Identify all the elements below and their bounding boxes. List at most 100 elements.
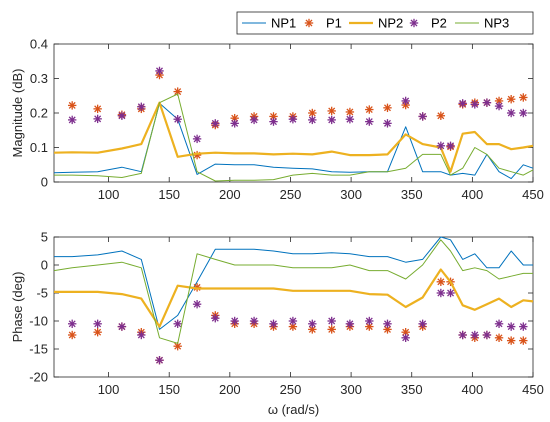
- phase-series-p2-point: [230, 316, 239, 326]
- magnitude-ytick-label: 0.1: [30, 140, 48, 155]
- magnitude-series-p2-point: [67, 115, 77, 125]
- magnitude-series-p2-point: [446, 141, 455, 150]
- magnitude-xtick-label: 300: [340, 187, 362, 202]
- magnitude-series-p2-point: [308, 115, 317, 125]
- magnitude-series-p2-point: [519, 108, 528, 118]
- magnitude-xtick-label: 150: [158, 187, 180, 202]
- magnitude-series-p2-point: [494, 101, 504, 111]
- magnitude-xtick-label: 200: [219, 187, 241, 202]
- magnitude-ylabel: Magnitude (dB): [10, 69, 25, 158]
- magnitude-series-p1-point: [506, 95, 516, 104]
- legend-p1-label: P1: [326, 16, 342, 31]
- phase-series-p2-point: [137, 330, 146, 340]
- magnitude-xtick-label: 350: [401, 187, 423, 202]
- phase-series-p2-point: [436, 288, 446, 298]
- phase-series-p2-point: [401, 333, 410, 342]
- phase-ytick-label: 5: [41, 230, 48, 245]
- magnitude-series-p1-point: [308, 108, 317, 118]
- phase-series-p2-point: [494, 319, 504, 328]
- magnitude-series-p2-point: [137, 102, 146, 111]
- phase-plot-frame: [53, 236, 534, 378]
- phase-series-p2-point: [249, 316, 259, 326]
- magnitude-series-p1-point: [436, 111, 446, 120]
- legend-p1-swatch: [304, 18, 314, 28]
- phase-series-p2-point: [418, 319, 427, 328]
- legend: NP1 P1 NP2 P2 NP3: [236, 11, 534, 35]
- phase-ytick-label: 0: [41, 258, 48, 273]
- legend-box: [236, 11, 534, 35]
- magnitude-ytick-label: 0.4: [30, 37, 48, 52]
- phase-series-p2-point: [155, 356, 164, 365]
- phase-series-p2-point: [269, 319, 278, 328]
- phase-series-p1-point: [519, 336, 528, 345]
- phase-xlabel: ω (rad/s): [268, 402, 319, 417]
- magnitude-ytick-label: 0.2: [30, 106, 48, 121]
- magnitude-series-p2-point: [383, 119, 392, 128]
- magnitude-series-p2-point: [327, 115, 336, 125]
- phase-ytick-label: -5: [36, 286, 48, 301]
- magnitude-series-p1-point: [519, 93, 528, 102]
- magnitude-series-p2-point: [436, 141, 446, 150]
- phase-series-p2-point: [117, 322, 127, 331]
- magnitude-series-p2-point: [249, 115, 259, 125]
- phase-series-p2-point: [288, 316, 298, 326]
- magnitude-series-p2-point: [93, 114, 102, 124]
- magnitude-xtick-label: 400: [462, 187, 484, 202]
- phase-ytick-label: -15: [29, 342, 48, 357]
- phase-series-p2-point: [446, 288, 455, 298]
- magnitude-series-p1-point: [345, 107, 355, 117]
- legend-np2-label: NP2: [378, 16, 403, 31]
- magnitude-series-p1-point: [67, 101, 77, 110]
- magnitude-series-p1-point: [93, 104, 102, 114]
- magnitude-series-p2-point: [401, 96, 410, 106]
- phase-series-p2-point: [211, 314, 220, 323]
- phase-series-p1-point: [308, 325, 317, 334]
- phase-xtick-label: 100: [98, 382, 120, 397]
- phase-series-p2-point: [192, 300, 202, 309]
- phase-series-p2-point: [383, 319, 392, 328]
- phase-series-p1-point: [67, 330, 77, 340]
- magnitude-series-p2-point: [192, 134, 202, 144]
- magnitude-series-p2-point: [506, 108, 516, 118]
- phase-series-p2-point: [519, 322, 528, 331]
- phase-series-p2-point: [308, 319, 317, 328]
- phase-series-p2-point: [506, 322, 516, 331]
- phase-ytick-label: -20: [29, 370, 48, 385]
- magnitude-ytick-label: 0: [41, 175, 48, 190]
- phase-xtick-label: 150: [158, 382, 180, 397]
- magnitude-ytick-label: 0.3: [30, 71, 48, 86]
- phase-series-p2-point: [327, 316, 336, 326]
- phase-series-p2-point: [345, 319, 355, 328]
- phase-series-np2-line: [54, 268, 534, 328]
- magnitude-series-np3-line: [54, 93, 534, 182]
- phase-xtick-label: 450: [522, 382, 544, 397]
- magnitude-series-p1-point: [327, 106, 336, 116]
- phase-series-p2-point: [458, 330, 467, 340]
- phase-series-p1-point: [93, 328, 102, 337]
- legend-np1-label: NP1: [271, 16, 296, 31]
- magnitude-series-p2-point: [288, 115, 298, 124]
- magnitude-series-p2-point: [230, 119, 239, 128]
- magnitude-series-p1-point: [383, 103, 392, 113]
- phase-series-p2-point: [470, 330, 479, 340]
- magnitude-xtick-label: 450: [522, 187, 544, 202]
- phase-series-p2-point: [365, 316, 374, 326]
- phase-ylabel: Phase (deg): [10, 272, 25, 343]
- phase-series-p1-point: [436, 277, 446, 286]
- magnitude-series-p2-point: [155, 66, 164, 76]
- phase-xtick-label: 400: [462, 382, 484, 397]
- phase-series-p1-point: [494, 333, 504, 342]
- magnitude-series-p1-point: [365, 105, 374, 114]
- magnitude-series-p2-point: [470, 100, 479, 109]
- magnitude-series-p2-point: [269, 117, 278, 126]
- phase-series-p2-point: [67, 319, 77, 328]
- phase-xtick-label: 250: [280, 382, 302, 397]
- phase-ytick-label: -10: [29, 314, 48, 329]
- magnitude-series-p1-point: [494, 96, 504, 106]
- magnitude-series-p2-point: [117, 111, 127, 120]
- magnitude-series-p2-point: [173, 115, 182, 124]
- phase-series-p2-point: [173, 319, 182, 328]
- phase-series-np3-line: [53, 239, 533, 344]
- phase-series-p1-point: [327, 325, 336, 334]
